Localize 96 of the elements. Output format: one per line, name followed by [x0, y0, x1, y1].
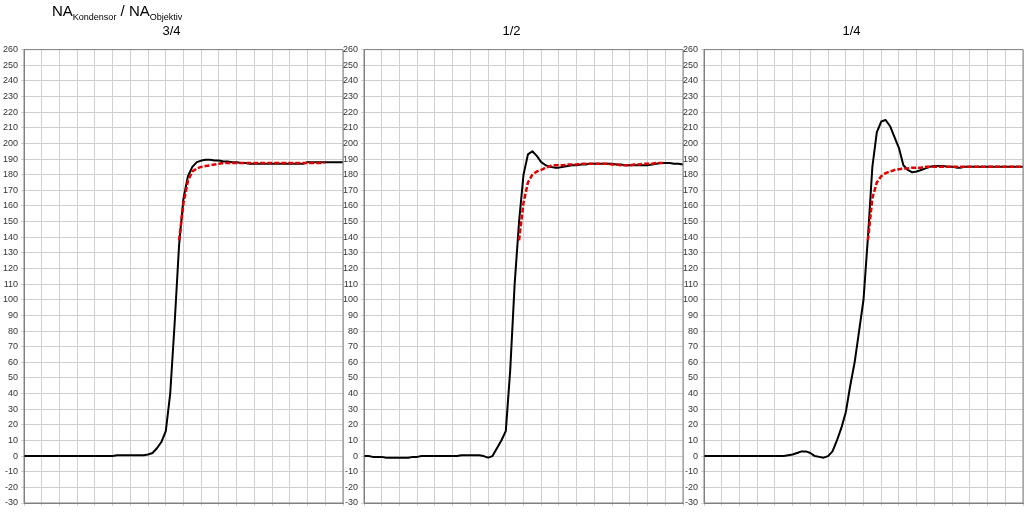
y-tick-label: -20: [345, 481, 359, 492]
y-tick-label: 10: [688, 434, 699, 445]
y-tick-label: 80: [688, 325, 699, 336]
y-tick-label: -30: [685, 497, 699, 508]
y-tick-label: 220: [2, 106, 19, 117]
y-tick-label: 150: [682, 216, 699, 227]
y-tick-label: 20: [688, 419, 699, 430]
y-tick-label: 40: [688, 388, 699, 399]
y-tick-label: 170: [682, 184, 699, 195]
y-tick-label: 200: [682, 137, 699, 148]
y-tick-label: 230: [2, 90, 19, 101]
text: NA$_{Kondensor}$ / NA$_{Objektiv}$: [52, 2, 183, 22]
y-tick-label: 260: [682, 44, 699, 55]
y-tick-label: 150: [2, 216, 19, 227]
y-tick-label: 250: [682, 59, 699, 70]
chart-title: 1/4: [842, 23, 861, 39]
y-tick-label: 60: [348, 356, 359, 367]
y-tick-label: 80: [348, 325, 359, 336]
y-tick-label: 20: [8, 419, 19, 430]
y-tick-label: 70: [688, 341, 699, 352]
y-tick-label: 180: [682, 169, 699, 180]
y-tick-label: 30: [688, 403, 699, 414]
y-tick-label: 40: [348, 388, 359, 399]
y-tick-label: 220: [342, 106, 359, 117]
y-tick-label: 110: [343, 278, 359, 289]
y-tick-label: 170: [2, 184, 19, 195]
y-tick-label: 110: [683, 278, 699, 289]
y-tick-label: -10: [685, 466, 699, 477]
y-tick-label: 180: [342, 169, 359, 180]
y-tick-label: 160: [682, 200, 699, 211]
y-tick-label: 30: [8, 403, 19, 414]
y-tick-label: 210: [2, 122, 19, 133]
y-tick-label: 170: [342, 184, 359, 195]
y-tick-label: 260: [342, 44, 359, 55]
y-tick-label: 100: [682, 294, 699, 305]
y-tick-label: 190: [342, 153, 359, 164]
y-tick-label: -10: [5, 466, 19, 477]
y-tick-label: -30: [5, 497, 19, 508]
chart-title: 3/4: [162, 23, 181, 39]
y-tick-label: -30: [345, 497, 359, 508]
y-tick-label: 60: [688, 356, 699, 367]
y-tick-label: -20: [5, 481, 19, 492]
chart-title: 1/2: [502, 23, 521, 39]
y-tick-label: 240: [2, 75, 19, 86]
y-tick-label: 220: [682, 106, 699, 117]
y-tick-label: 230: [682, 90, 699, 101]
y-tick-label: 30: [348, 403, 359, 414]
y-tick-label: 130: [2, 247, 19, 258]
y-tick-label: 90: [688, 309, 699, 320]
y-tick-label: 130: [682, 247, 699, 258]
y-tick-label: 80: [8, 325, 19, 336]
y-tick-label: 0: [13, 450, 19, 461]
y-tick-label: 200: [342, 137, 359, 148]
y-tick-label: 10: [8, 434, 19, 445]
y-tick-label: 210: [342, 122, 359, 133]
y-tick-label: 60: [8, 356, 19, 367]
y-tick-label: 190: [682, 153, 699, 164]
y-tick-label: 140: [682, 231, 699, 242]
y-tick-label: 120: [682, 262, 699, 273]
y-tick-label: 100: [2, 294, 19, 305]
y-tick-label: 50: [8, 372, 19, 383]
y-tick-label: 40: [8, 388, 19, 399]
y-tick-label: 180: [2, 169, 19, 180]
y-tick-label: 140: [342, 231, 359, 242]
y-tick-label: 90: [348, 309, 359, 320]
y-tick-label: 0: [693, 450, 699, 461]
y-tick-label: 240: [682, 75, 699, 86]
y-tick-label: 10: [348, 434, 359, 445]
y-tick-label: 110: [3, 278, 19, 289]
y-tick-label: 210: [682, 122, 699, 133]
y-tick-label: 250: [342, 59, 359, 70]
y-tick-label: 90: [8, 309, 19, 320]
y-tick-label: 140: [2, 231, 19, 242]
y-tick-label: 120: [342, 262, 359, 273]
y-tick-label: 240: [342, 75, 359, 86]
line-series: [177, 160, 327, 242]
line-series: [866, 165, 1024, 242]
y-tick-label: 200: [2, 137, 19, 148]
y-tick-label: 50: [348, 372, 359, 383]
y-tick-label: 160: [2, 200, 19, 211]
y-tick-label: 20: [348, 419, 359, 430]
y-tick-label: 160: [342, 200, 359, 211]
y-tick-label: 260: [2, 44, 19, 55]
y-tick-label: 70: [8, 341, 19, 352]
y-tick-label: 130: [342, 247, 359, 258]
y-tick-label: -20: [685, 481, 699, 492]
y-tick-label: 230: [342, 90, 359, 101]
y-tick-label: 70: [348, 341, 359, 352]
y-tick-label: 0: [353, 450, 359, 461]
y-tick-label: 120: [2, 262, 19, 273]
y-tick-label: 190: [2, 153, 19, 164]
y-tick-label: -10: [345, 466, 359, 477]
y-tick-label: 150: [342, 216, 359, 227]
y-tick-label: 50: [688, 372, 699, 383]
y-tick-label: 250: [2, 59, 19, 70]
y-tick-label: 100: [342, 294, 359, 305]
